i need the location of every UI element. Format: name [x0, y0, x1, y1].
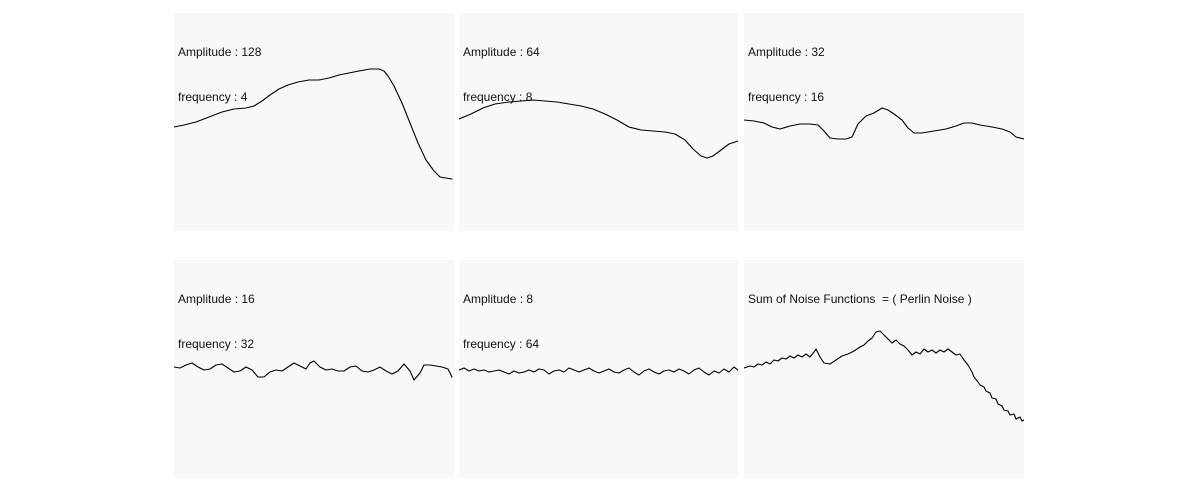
frequency-label: frequency : 32: [178, 337, 255, 351]
panel-label: Amplitude : 16 frequency : 32: [178, 262, 255, 382]
noise-panel-amplitude-128: Amplitude : 128 frequency : 4: [174, 13, 454, 231]
noise-panel-amplitude-8: Amplitude : 8 frequency : 64: [459, 260, 738, 478]
noise-curve-svg: [744, 107, 1024, 140]
frequency-label: frequency : 8: [463, 90, 533, 104]
frequency-label: frequency : 16: [748, 90, 825, 104]
noise-curve: [459, 99, 738, 159]
noise-curve-svg: [174, 360, 453, 381]
noise-curve: [174, 68, 453, 180]
panel-label: Amplitude : 8 frequency : 64: [463, 262, 539, 382]
noise-curve-svg: [744, 330, 1024, 422]
frequency-label: frequency : 4: [178, 90, 248, 104]
noise-curve-svg: [459, 99, 738, 159]
amplitude-label: Amplitude : 8: [463, 292, 534, 306]
amplitude-label: Amplitude : 32: [748, 45, 825, 59]
panel-label: Amplitude : 128 frequency : 4: [178, 15, 261, 135]
noise-curve: [459, 366, 738, 376]
amplitude-label: Amplitude : 128: [178, 45, 262, 59]
noise-curve: [744, 330, 1024, 422]
panel-title: Sum of Noise Functions = ( Perlin Noise …: [748, 292, 972, 306]
panel-label: Amplitude : 64 frequency : 8: [463, 15, 540, 135]
amplitude-label: Amplitude : 16: [178, 292, 255, 306]
panel-label: Sum of Noise Functions = ( Perlin Noise …: [748, 262, 972, 337]
noise-panel-sum: Sum of Noise Functions = ( Perlin Noise …: [744, 260, 1024, 478]
noise-curve-svg: [459, 366, 738, 376]
panel-label: Amplitude : 32 frequency : 16: [748, 15, 825, 135]
noise-curve: [174, 360, 453, 381]
noise-curve: [744, 107, 1024, 140]
frequency-label: frequency : 64: [463, 337, 540, 351]
noise-panel-amplitude-16: Amplitude : 16 frequency : 32: [174, 260, 454, 478]
noise-panel-amplitude-64: Amplitude : 64 frequency : 8: [459, 13, 738, 231]
noise-curve-svg: [174, 68, 453, 180]
noise-panel-amplitude-32: Amplitude : 32 frequency : 16: [744, 13, 1024, 231]
amplitude-label: Amplitude : 64: [463, 45, 540, 59]
